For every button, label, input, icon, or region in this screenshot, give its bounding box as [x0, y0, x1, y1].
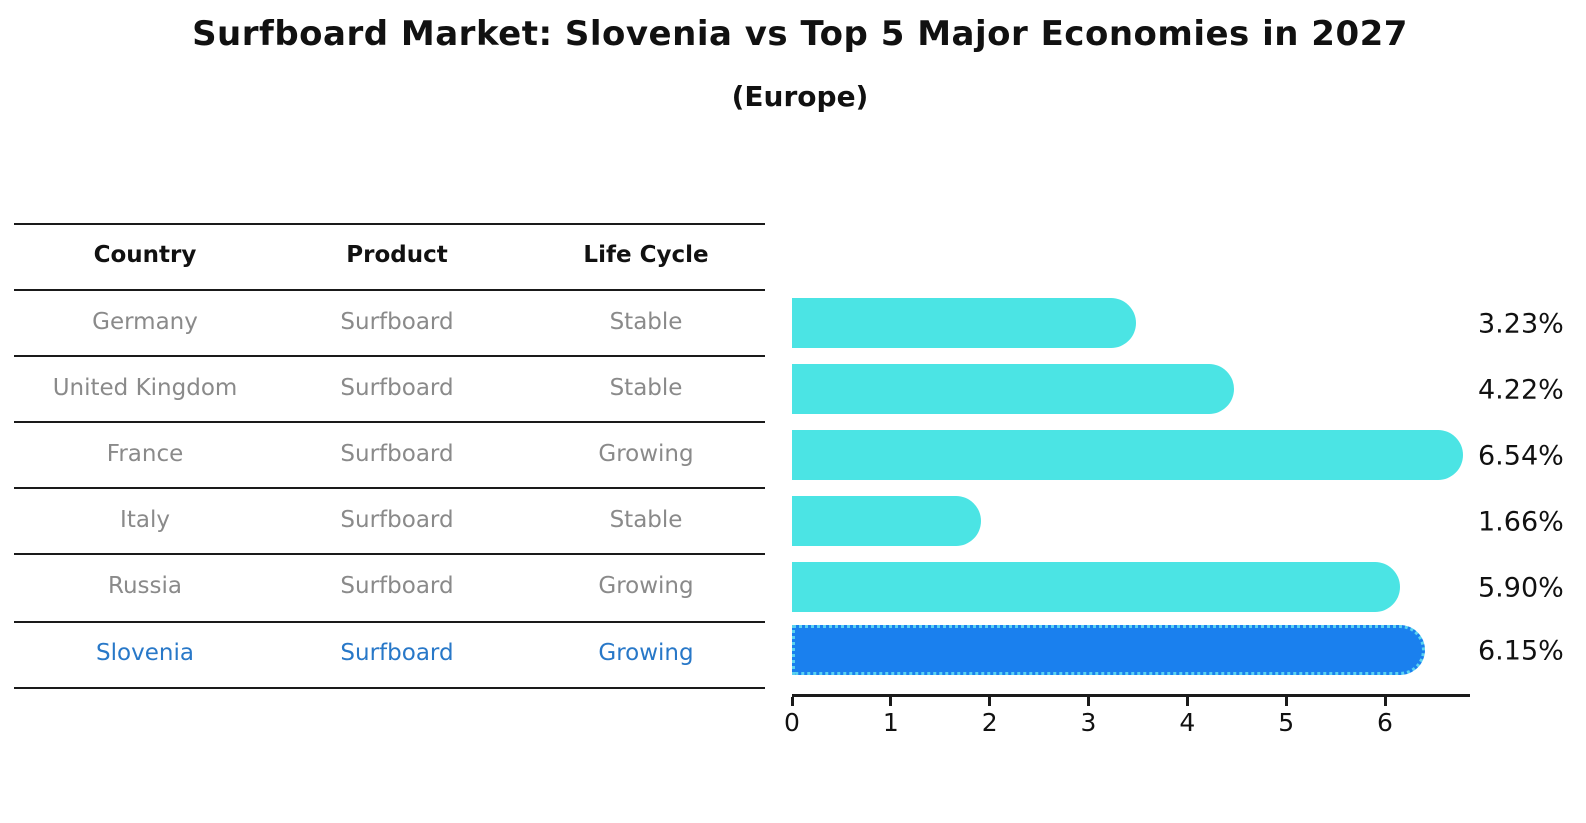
- x-tick-label: 0: [784, 708, 800, 737]
- bar-slovenia: [792, 625, 1425, 675]
- table-rule: [14, 621, 765, 623]
- x-tick: [1087, 697, 1090, 706]
- value-label: 6.54%: [1478, 440, 1564, 472]
- table-cell-life-cycle: Stable: [609, 507, 683, 533]
- x-tick: [1383, 697, 1387, 706]
- x-axis: [792, 694, 1470, 697]
- value-label: 4.22%: [1478, 374, 1564, 406]
- table-cell-product: Surfboard: [340, 507, 454, 533]
- x-tick: [889, 697, 893, 706]
- table-cell-product: Surfboard: [340, 375, 454, 401]
- value-label: 6.15%: [1478, 635, 1564, 667]
- value-label: 1.66%: [1478, 506, 1564, 538]
- table-cell-life-cycle: Stable: [609, 309, 683, 335]
- chart-subtitle: (Europe): [731, 80, 869, 113]
- chart-title: Surfboard Market: Slovenia vs Top 5 Majo…: [192, 14, 1408, 54]
- table-cell-country: France: [106, 441, 184, 467]
- country-table: Country Product Life Cycle Germany Surfb…: [14, 223, 765, 689]
- table-cell-life-cycle: Stable: [609, 375, 683, 401]
- bar-germany: [792, 298, 1136, 348]
- x-tick-label: 4: [1179, 708, 1196, 737]
- table-cell-country: Slovenia: [96, 640, 194, 666]
- x-tick: [1185, 697, 1189, 706]
- table-cell-product: Surfboard: [340, 441, 454, 467]
- x-tick: [988, 697, 992, 706]
- table-rule: [14, 355, 765, 357]
- table-cell-product: Surfboard: [340, 309, 454, 335]
- x-tick: [790, 697, 794, 706]
- table-rule: [14, 553, 765, 555]
- x-tick-label: 5: [1278, 708, 1295, 737]
- bar-united-kingdom: [792, 364, 1234, 414]
- column-header-product: Product: [346, 242, 448, 268]
- table-cell-product: Surfboard: [340, 640, 454, 666]
- x-tick-label: 1: [882, 708, 899, 737]
- value-label: 3.23%: [1478, 308, 1564, 340]
- value-label: 5.90%: [1478, 572, 1564, 604]
- table-rule: [14, 223, 765, 225]
- table-cell-life-cycle: Growing: [598, 441, 694, 467]
- x-tick-label: 3: [1080, 708, 1097, 737]
- bar-italy: [792, 496, 981, 546]
- x-tick-label: 6: [1377, 708, 1393, 737]
- table-cell-country: Russia: [108, 573, 182, 599]
- bar-france: [792, 430, 1463, 480]
- table-cell-country: United Kingdom: [52, 375, 238, 401]
- table-rule: [14, 487, 765, 489]
- table-rule: [14, 421, 765, 423]
- table-cell-life-cycle: Growing: [598, 573, 694, 599]
- table-cell-product: Surfboard: [340, 573, 454, 599]
- column-header-country: Country: [93, 242, 197, 268]
- column-header-life-cycle: Life Cycle: [583, 242, 709, 268]
- table-cell-country: Italy: [120, 507, 170, 533]
- table-cell-country: Germany: [92, 309, 198, 335]
- table-rule: [14, 687, 765, 689]
- x-tick: [1284, 697, 1288, 706]
- table-rule: [14, 289, 765, 291]
- table-cell-life-cycle: Growing: [598, 640, 694, 666]
- x-tick-label: 2: [981, 708, 998, 737]
- bar-russia: [792, 562, 1400, 612]
